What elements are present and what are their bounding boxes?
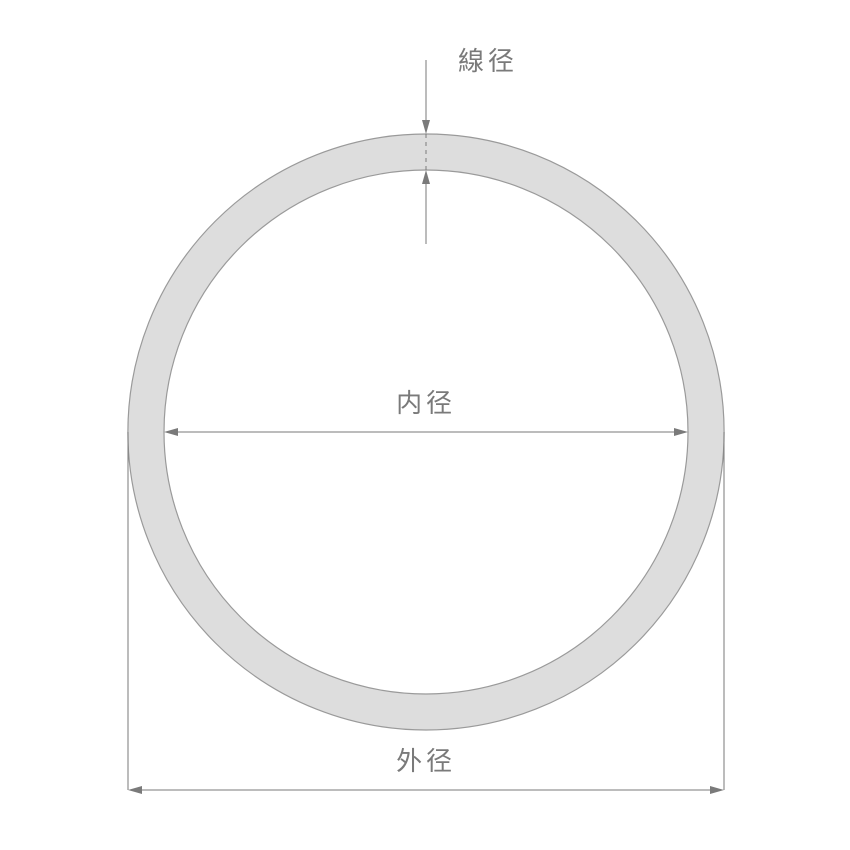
ring-diagram: 線径 内径 外径 (0, 0, 850, 850)
inner-diameter-dimension (164, 428, 688, 436)
outer-diameter-label: 外径 (396, 746, 456, 776)
wire-diameter-label: 線径 (458, 46, 518, 76)
inner-diameter-label: 内径 (396, 388, 456, 418)
